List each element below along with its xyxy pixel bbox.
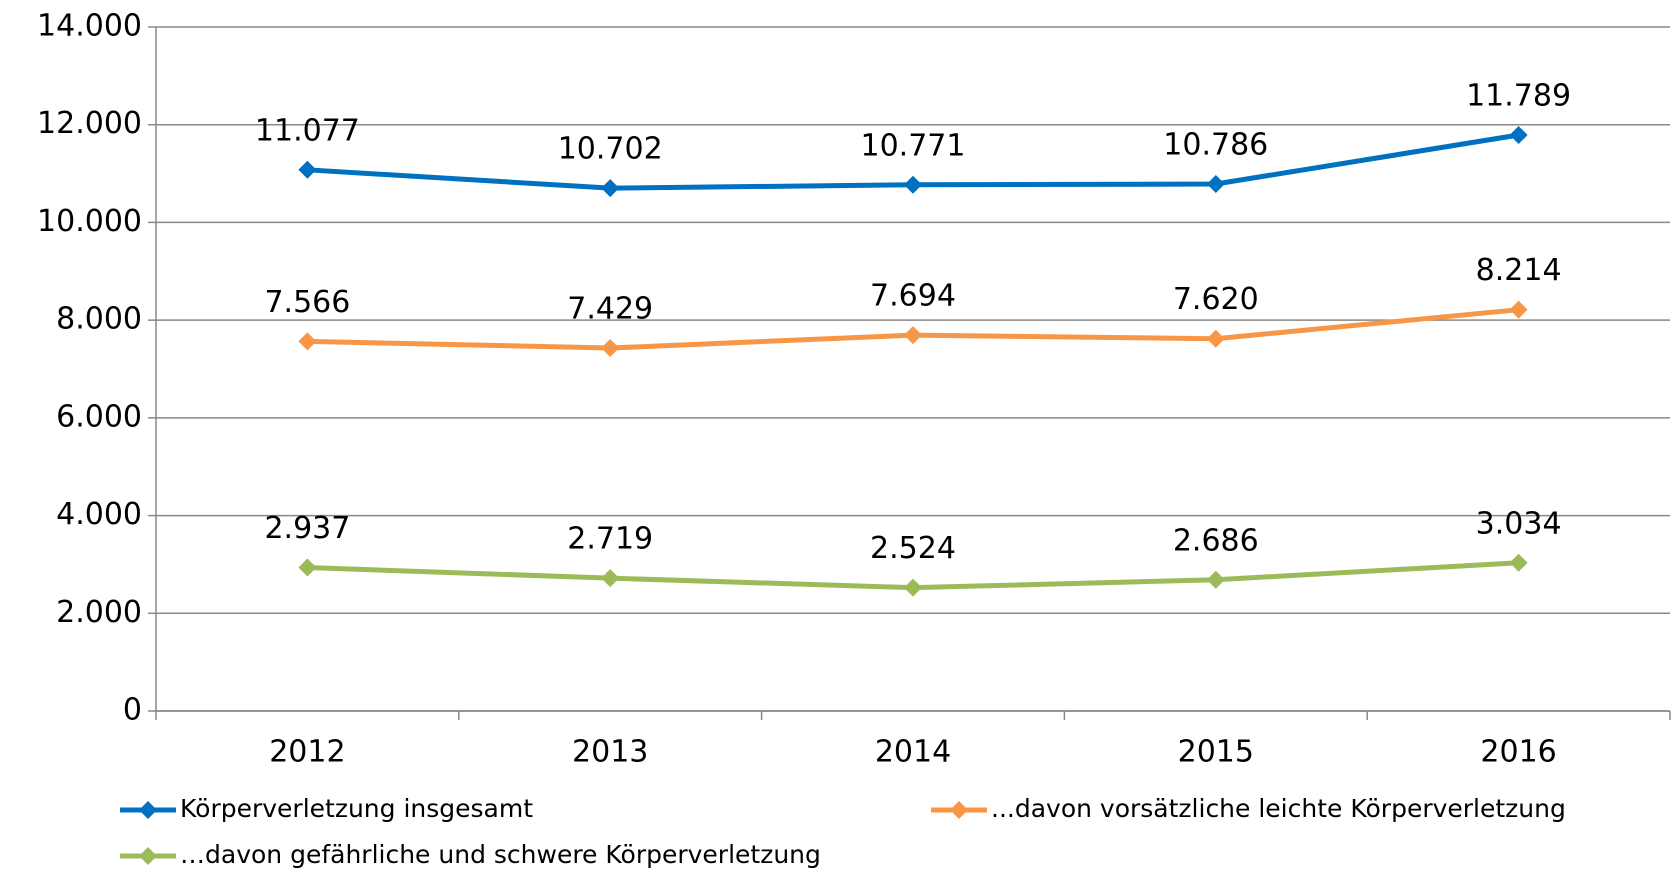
y-tick-label: 14.000: [37, 9, 142, 44]
data-label: 11.789: [1466, 79, 1571, 114]
data-label: 2.937: [264, 511, 350, 546]
legend-marker: [139, 847, 157, 865]
marker: [1206, 570, 1225, 589]
y-tick-label: 12.000: [37, 106, 142, 141]
data-label: 2.719: [567, 522, 653, 557]
data-label: 8.214: [1476, 253, 1562, 288]
marker: [298, 558, 317, 577]
marker: [601, 179, 620, 198]
marker: [904, 326, 922, 345]
marker: [1206, 175, 1225, 194]
data-label: 11.077: [255, 113, 360, 148]
legend-label: ...davon vorsätzliche leichte Körperverl…: [991, 794, 1566, 823]
y-tick-label: 6.000: [56, 399, 142, 434]
data-label: 10.771: [861, 128, 966, 163]
marker: [298, 332, 317, 351]
data-label: 10.786: [1163, 128, 1268, 163]
marker: [601, 569, 620, 588]
data-label: 7.694: [870, 279, 956, 314]
y-tick-label: 0: [123, 693, 142, 728]
x-tick-label: 2016: [1480, 735, 1556, 770]
marker: [904, 175, 922, 194]
data-label: 2.524: [870, 531, 956, 566]
marker: [601, 339, 620, 358]
y-tick-label: 10.000: [37, 204, 142, 239]
marker: [1509, 126, 1528, 145]
marker: [1509, 553, 1528, 572]
x-tick-label: 2012: [269, 735, 345, 770]
x-tick-label: 2014: [875, 735, 951, 770]
data-label: 7.566: [264, 285, 350, 320]
marker: [1206, 329, 1225, 348]
marker: [298, 160, 317, 179]
x-tick-label: 2015: [1178, 735, 1254, 770]
y-tick-label: 4.000: [56, 497, 142, 532]
legend-label: Körperverletzung insgesamt: [180, 794, 533, 823]
data-label: 2.686: [1173, 523, 1259, 558]
x-tick-label: 2013: [572, 735, 648, 770]
y-tick-label: 2.000: [56, 595, 142, 630]
data-label: 10.702: [558, 132, 663, 167]
data-label: 3.034: [1476, 506, 1562, 541]
data-label: 7.620: [1173, 282, 1259, 317]
legend-label: …davon gefährliche und schwere Körperver…: [180, 840, 821, 869]
data-label: 7.429: [567, 292, 653, 327]
y-tick-label: 8.000: [56, 302, 142, 337]
legend-marker: [950, 801, 968, 819]
marker: [1509, 300, 1528, 319]
marker: [904, 578, 922, 597]
legend-marker: [139, 801, 157, 819]
